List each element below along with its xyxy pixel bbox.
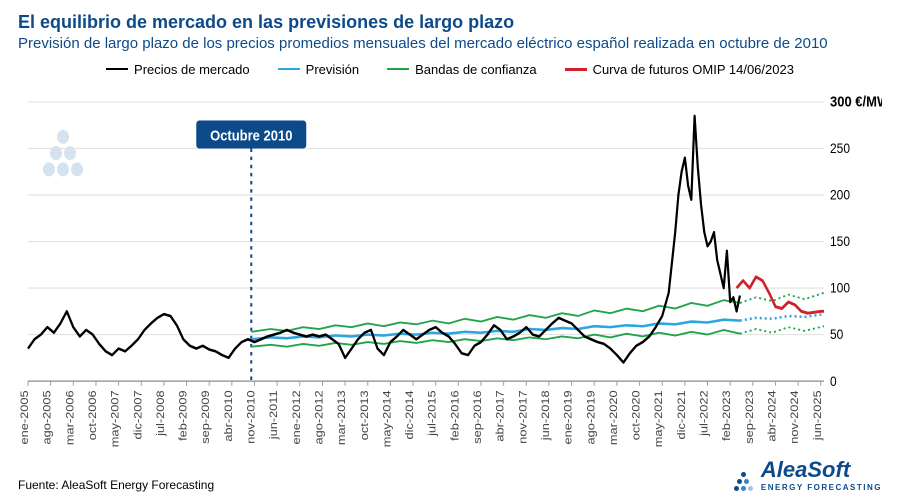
svg-text:ene-2012: ene-2012 <box>290 390 303 444</box>
legend-label-futures: Curva de futuros OMIP 14/06/2023 <box>593 62 794 77</box>
svg-text:0: 0 <box>830 373 837 389</box>
svg-text:mar-2020: mar-2020 <box>607 390 620 445</box>
svg-text:abr-2024: abr-2024 <box>765 390 778 442</box>
svg-text:feb-2009: feb-2009 <box>176 390 189 441</box>
svg-text:nov-2024: nov-2024 <box>788 390 801 444</box>
svg-text:jul-2008: jul-2008 <box>154 390 167 437</box>
svg-text:250: 250 <box>830 140 850 156</box>
svg-text:may-2014: may-2014 <box>380 390 393 447</box>
legend-label-bands: Bandas de confianza <box>415 62 536 77</box>
svg-text:mar-2006: mar-2006 <box>63 390 76 445</box>
legend: Precios de mercado Previsión Bandas de c… <box>18 62 882 77</box>
legend-swatch-futures <box>565 68 587 71</box>
legend-label-market: Precios de mercado <box>134 62 250 77</box>
legend-swatch-market <box>106 68 128 70</box>
chart-subtitle: Previsión de largo plazo de los precios … <box>18 35 882 54</box>
chart-area: 0 50 100 150 200 250 300 €/MWh ene-2005 ago-2005… <box>18 81 882 453</box>
svg-text:nov-2010: nov-2010 <box>244 390 257 444</box>
svg-text:jul-2015: jul-2015 <box>426 390 439 437</box>
svg-text:oct-2013: oct-2013 <box>358 390 371 440</box>
svg-text:100: 100 <box>830 280 850 296</box>
svg-text:150: 150 <box>830 233 850 249</box>
svg-text:Octubre 2010: Octubre 2010 <box>210 126 292 143</box>
chart-title: El equilibrio de mercado en las previsio… <box>18 12 882 33</box>
legend-swatch-forecast <box>278 68 300 70</box>
svg-text:ene-2005: ene-2005 <box>18 390 31 444</box>
legend-swatch-bands <box>387 68 409 70</box>
svg-text:oct-2020: oct-2020 <box>629 390 642 440</box>
brand-name: AleaSoft <box>761 457 882 483</box>
svg-text:50: 50 <box>830 326 843 342</box>
svg-text:ago-2019: ago-2019 <box>584 390 597 444</box>
svg-text:may-2007: may-2007 <box>108 390 121 447</box>
svg-text:nov-2017: nov-2017 <box>516 390 529 444</box>
svg-text:ene-2019: ene-2019 <box>561 390 574 444</box>
svg-text:200: 200 <box>830 187 850 203</box>
svg-text:sep-2023: sep-2023 <box>743 390 756 444</box>
svg-text:abr-2017: abr-2017 <box>494 390 507 442</box>
legend-item-market: Precios de mercado <box>106 62 250 77</box>
brand-dots-icon <box>734 472 753 491</box>
svg-text:dic-2007: dic-2007 <box>131 390 144 439</box>
svg-text:jun-2025: jun-2025 <box>811 390 824 441</box>
source-caption: Fuente: AleaSoft Energy Forecasting <box>18 478 214 492</box>
legend-item-futures: Curva de futuros OMIP 14/06/2023 <box>565 62 794 77</box>
svg-text:abr-2010: abr-2010 <box>222 390 235 442</box>
svg-text:feb-2023: feb-2023 <box>720 390 733 441</box>
svg-text:feb-2016: feb-2016 <box>448 390 461 441</box>
svg-text:sep-2016: sep-2016 <box>471 390 484 444</box>
legend-item-bands: Bandas de confianza <box>387 62 536 77</box>
svg-text:300 €/MWh: 300 €/MWh <box>830 92 882 109</box>
svg-text:dic-2021: dic-2021 <box>675 390 688 439</box>
svg-text:mar-2013: mar-2013 <box>335 390 348 445</box>
svg-text:jun-2011: jun-2011 <box>267 390 280 440</box>
svg-text:ago-2005: ago-2005 <box>41 390 54 444</box>
svg-text:may-2021: may-2021 <box>652 390 665 447</box>
brand-logo: AleaSoft ENERGY FORECASTING <box>734 457 882 492</box>
legend-item-forecast: Previsión <box>278 62 359 77</box>
svg-text:sep-2009: sep-2009 <box>199 390 212 444</box>
svg-text:jun-2018: jun-2018 <box>539 390 552 441</box>
legend-label-forecast: Previsión <box>306 62 359 77</box>
svg-text:ago-2012: ago-2012 <box>312 390 325 444</box>
svg-text:dic-2014: dic-2014 <box>403 390 416 439</box>
svg-text:jul-2022: jul-2022 <box>697 390 710 437</box>
svg-text:oct-2006: oct-2006 <box>86 390 99 440</box>
brand-tagline: ENERGY FORECASTING <box>761 483 882 492</box>
